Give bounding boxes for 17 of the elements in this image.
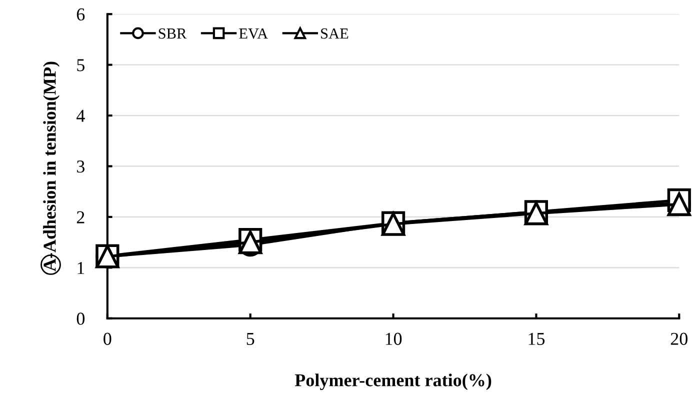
x-tick-label: 10	[386, 332, 402, 345]
legend-label: SBR	[158, 28, 187, 39]
legend-label: EVA	[239, 28, 268, 39]
x-tick-label: 15	[528, 332, 545, 345]
y-tick-label: 4	[76, 110, 85, 122]
y-tick-label: 1	[78, 262, 84, 274]
y-tick-label: 3	[77, 160, 84, 173]
y-tick-label: 6	[76, 8, 85, 21]
legend-label: SAE	[321, 28, 348, 39]
y-tick-label: 5	[77, 59, 84, 72]
x-tick-label: 0	[104, 332, 112, 345]
x-tick-label: 20	[670, 332, 688, 345]
x-tick-label: 5	[246, 332, 254, 345]
x-axis-title: Polymer-cement ratio(%)	[294, 374, 492, 390]
y-tick-label: 0	[76, 312, 85, 325]
y-tick-label: 2	[76, 211, 84, 224]
y-axis-title: A-Adhesion in tension(MP)	[43, 62, 60, 272]
